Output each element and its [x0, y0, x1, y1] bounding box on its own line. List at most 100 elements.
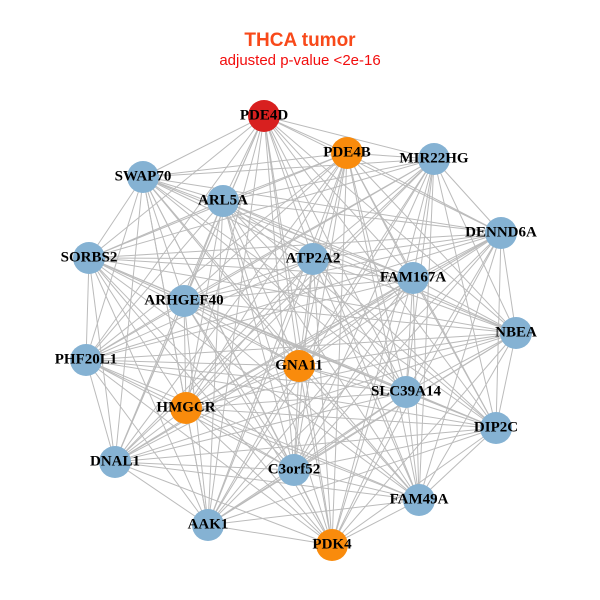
- network-edge: [88, 257, 187, 409]
- network-edge: [88, 158, 435, 259]
- network-node-MIR22HG: [418, 143, 450, 175]
- network-edge: [293, 277, 414, 471]
- network-edge: [85, 257, 90, 361]
- network-edge: [207, 499, 420, 526]
- network-edge: [183, 300, 300, 367]
- network-edge: [185, 277, 414, 409]
- network-node-FAM49A: [403, 484, 435, 516]
- network-edge: [114, 277, 414, 463]
- network-node-HMGCR: [170, 392, 202, 424]
- network-edge: [207, 365, 300, 526]
- network-edge: [85, 152, 348, 361]
- network-edge: [183, 300, 517, 334]
- network-edge: [142, 176, 502, 234]
- network-edge: [183, 258, 314, 302]
- network-edge: [185, 407, 420, 501]
- network-node-SLC39A14: [390, 376, 422, 408]
- network-edge: [222, 200, 502, 234]
- network-edge: [185, 258, 314, 409]
- network-edge: [263, 115, 407, 393]
- node-label-GNA11: GNA11: [275, 357, 323, 373]
- node-label-PDE4B: PDE4B: [323, 144, 371, 160]
- network-node-DNAL1: [99, 446, 131, 478]
- network-node-PHF20L1: [70, 344, 102, 376]
- network-edge: [114, 461, 295, 471]
- network-edge: [412, 232, 502, 279]
- network-edge: [85, 359, 407, 393]
- network-node-AAK1: [192, 509, 224, 541]
- node-label-ATP2A2: ATP2A2: [286, 250, 341, 266]
- network-edge: [346, 152, 407, 393]
- network-edge: [312, 258, 517, 334]
- network-edge: [114, 300, 185, 463]
- network-edge: [298, 158, 435, 367]
- network-edge: [331, 499, 420, 546]
- network-edge: [263, 115, 517, 334]
- network-edge: [418, 232, 502, 501]
- node-label-NBEA: NBEA: [495, 324, 537, 340]
- network-edge: [185, 407, 295, 471]
- network-node-PDE4D: [248, 100, 280, 132]
- network-edge: [142, 176, 497, 429]
- network-edge: [185, 407, 209, 526]
- network-edge: [207, 427, 497, 526]
- network-edge: [293, 152, 348, 471]
- network-edge: [185, 407, 333, 546]
- network-edge: [207, 524, 333, 546]
- node-label-PDK4: PDK4: [312, 536, 352, 552]
- node-label-DIP2C: DIP2C: [474, 419, 518, 435]
- network-edge: [85, 359, 497, 429]
- network-edge: [222, 200, 295, 471]
- network-node-GNA11: [283, 350, 315, 382]
- network-edge: [114, 461, 420, 501]
- node-label-DENND6A: DENND6A: [465, 224, 537, 240]
- network-edge: [331, 391, 407, 546]
- network-edge: [88, 257, 420, 501]
- network-edge: [263, 115, 414, 279]
- network-edge: [412, 277, 517, 334]
- network-edge: [298, 365, 407, 393]
- node-label-HMGCR: HMGCR: [156, 399, 215, 415]
- node-label-DNAL1: DNAL1: [90, 453, 140, 469]
- network-edge: [222, 200, 517, 334]
- network-edge: [312, 258, 333, 546]
- network-node-ATP2A2: [297, 243, 329, 275]
- network-edge: [418, 427, 497, 501]
- network-edge: [331, 332, 517, 546]
- network-edge: [88, 176, 144, 259]
- network-edge: [207, 469, 295, 526]
- network-edge: [500, 232, 517, 334]
- network-edge: [405, 232, 502, 393]
- network-edge: [114, 461, 333, 546]
- network-edge: [114, 461, 209, 526]
- network-edge: [85, 232, 502, 361]
- network-edge: [207, 200, 224, 526]
- network-edge: [88, 257, 497, 429]
- network-edge: [346, 152, 502, 234]
- network-node-PDE4B: [331, 137, 363, 169]
- network-edge: [114, 365, 300, 463]
- network-edge: [85, 359, 187, 409]
- network-edge: [183, 300, 333, 546]
- network-edge: [495, 332, 517, 429]
- network-edge: [183, 152, 348, 302]
- network-edge: [312, 232, 502, 260]
- network-node-NBEA: [500, 317, 532, 349]
- network-edge: [185, 365, 300, 409]
- node-label-ARHGEF40: ARHGEF40: [144, 292, 223, 308]
- network-edge: [263, 115, 502, 234]
- network-node-C3orf52: [278, 454, 310, 486]
- node-label-SWAP70: SWAP70: [115, 168, 172, 184]
- network-edge: [85, 359, 116, 463]
- network-edge: [142, 152, 348, 178]
- network-node-ARHGEF40: [168, 285, 200, 317]
- node-layer: [70, 100, 532, 561]
- network-edge: [298, 277, 414, 367]
- network-edge: [85, 359, 300, 367]
- network-edge: [312, 258, 497, 429]
- network-edge: [185, 152, 348, 409]
- network-edge: [405, 391, 420, 501]
- network-edge: [183, 277, 414, 302]
